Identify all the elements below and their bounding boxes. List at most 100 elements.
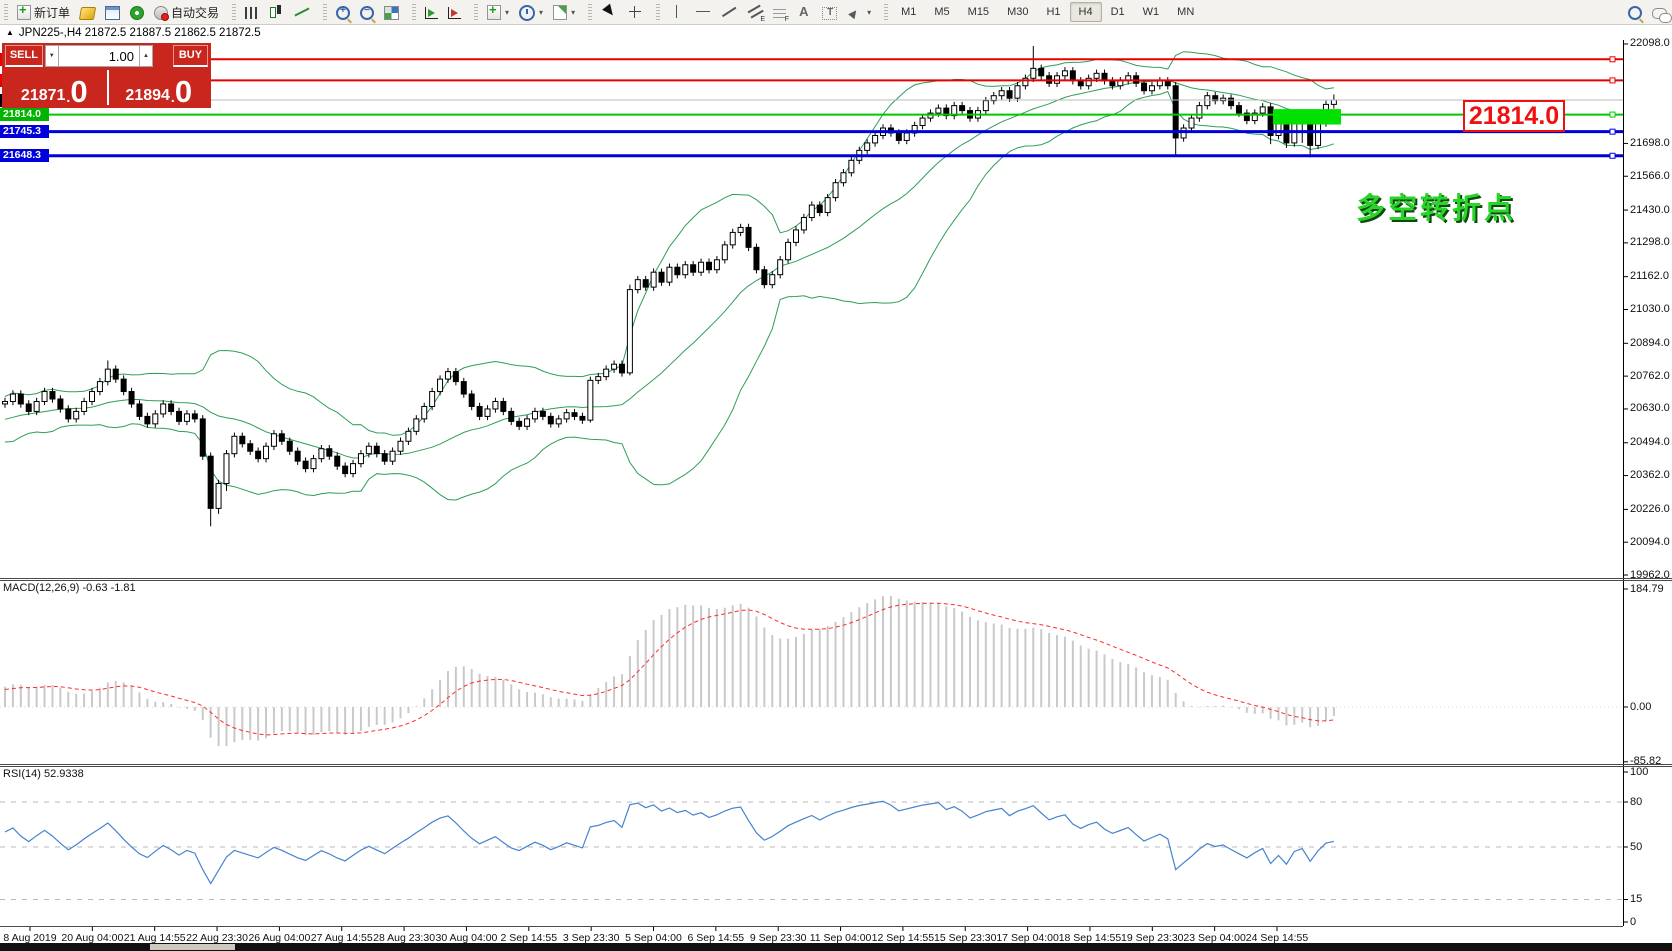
bollinger-upper-band xyxy=(4,51,1334,436)
date-tick-11-Sep-04-00: 11 Sep 04:00 xyxy=(809,932,872,944)
toolbar-group-handle[interactable] xyxy=(588,4,593,20)
line-chart-button[interactable] xyxy=(289,1,315,23)
turning-point-rectangle[interactable] xyxy=(1272,109,1341,125)
bar-chart-icon xyxy=(245,7,259,19)
clock-icon xyxy=(519,4,536,21)
volume-increase-button[interactable]: ▲ xyxy=(139,45,153,67)
toolbar-group-handle[interactable] xyxy=(656,4,661,20)
search-button[interactable] xyxy=(1623,2,1647,23)
date-tick-19-Sep-23-30: 19 Sep 23:30 xyxy=(1121,932,1184,944)
toolbar-group-handle[interactable] xyxy=(4,4,8,20)
timeframe-d1[interactable]: D1 xyxy=(1110,6,1125,18)
price-tick-20226.0: 20226.0 xyxy=(1630,502,1670,515)
volume-input[interactable]: 1.00 xyxy=(58,45,140,67)
vline-icon xyxy=(669,4,685,20)
text-button[interactable] xyxy=(791,1,817,23)
sell-button[interactable]: SELL xyxy=(5,45,43,67)
new-order-button-label: 新订单 xyxy=(34,5,71,20)
vertical-line-button[interactable] xyxy=(664,1,690,23)
gold-book-icon xyxy=(78,6,97,20)
tile-windows-button[interactable] xyxy=(379,2,404,23)
timeframe-m5[interactable]: M5 xyxy=(934,6,950,18)
bar-chart-button[interactable] xyxy=(240,2,263,22)
macd-tick-184.79: 184.79 xyxy=(1630,582,1664,595)
axis-b-icon xyxy=(448,7,462,19)
trendline-button[interactable] xyxy=(716,1,742,23)
toolbar-group-handle[interactable] xyxy=(474,4,479,20)
new-order-button[interactable]: 新订单 xyxy=(12,1,75,24)
chevron-down-icon[interactable]: ▾ xyxy=(867,7,872,17)
templates-button[interactable]: ▾ xyxy=(548,2,580,23)
timeframe-mn[interactable]: MN xyxy=(1177,6,1195,18)
timeframe-m30[interactable]: M30 xyxy=(1007,6,1029,18)
toolbar-group-pointer xyxy=(584,0,652,24)
date-tick-6-Sep-14-55: 6 Sep 14:55 xyxy=(687,932,745,944)
line-anchor-marker xyxy=(1609,56,1616,63)
volume-decrease-button[interactable]: ▼ xyxy=(44,45,59,67)
toolbar-group-handle[interactable] xyxy=(323,4,328,20)
rsi-indicator-label: RSI(14) 52.9338 xyxy=(3,768,84,780)
chat-button[interactable] xyxy=(1647,2,1672,23)
trendline-icon xyxy=(721,4,737,20)
crosshair-icon xyxy=(627,4,643,20)
market-watch-button[interactable] xyxy=(100,2,125,23)
price-level-annotation-box[interactable]: 21814.0 xyxy=(1463,100,1565,132)
toolbar-group-objects: ▾ xyxy=(652,0,880,24)
price-tick-20762.0: 20762.0 xyxy=(1630,369,1670,382)
chart-shift-button[interactable] xyxy=(443,2,466,22)
chevron-down-icon[interactable]: ▾ xyxy=(539,7,544,17)
cursor-button[interactable] xyxy=(596,1,622,23)
channel-icon xyxy=(747,4,765,23)
price-tick-20894.0: 20894.0 xyxy=(1630,336,1670,349)
horizontal-scrollbar[interactable] xyxy=(0,943,1672,951)
autotrading-button[interactable]: 自动交易 xyxy=(149,1,224,24)
collapse-trade-panel-arrow[interactable]: ▲ xyxy=(6,28,14,37)
toolbar-group-handle[interactable] xyxy=(412,4,417,20)
timeframe-m15[interactable]: M15 xyxy=(967,6,990,18)
hline-icon xyxy=(695,4,711,20)
signals-button[interactable] xyxy=(125,2,149,23)
timeframe-m1[interactable]: M1 xyxy=(901,6,917,18)
signal-icon xyxy=(130,5,145,20)
profiles-button[interactable] xyxy=(75,2,100,23)
toolbar-group-trade: 新订单 自动交易 xyxy=(0,0,228,24)
chevron-down-icon[interactable]: ▾ xyxy=(571,7,576,17)
sell-price-main: 21871 xyxy=(20,87,66,104)
text-icon xyxy=(796,4,812,20)
candlestick-chart-button[interactable] xyxy=(263,1,289,23)
periods-button[interactable]: ▾ xyxy=(514,1,548,24)
trade-panel-controls: SELL ▼ 1.00 ▲ BUY xyxy=(5,45,208,67)
timeframe-h1[interactable]: H1 xyxy=(1046,6,1061,18)
trade-panel-prices: 21871 . 0 21894 . 0 xyxy=(2,67,211,108)
toolbar-group-handle[interactable] xyxy=(884,4,889,20)
zoom-out-button[interactable] xyxy=(355,2,379,23)
date-tick-30-Aug-04-00: 30 Aug 04:00 xyxy=(435,932,498,944)
scrollbar-thumb[interactable] xyxy=(150,944,235,950)
buy-button[interactable]: BUY xyxy=(172,45,208,67)
label-button[interactable] xyxy=(817,2,842,23)
indicators-button[interactable]: ▾ xyxy=(482,2,514,23)
channel-button[interactable] xyxy=(742,1,768,23)
fibonacci-button[interactable] xyxy=(768,3,791,23)
sell-price[interactable]: 21871 . 0 xyxy=(2,67,107,108)
macd-indicator-label: MACD(12,26,9) -0.63 -1.81 xyxy=(3,582,136,594)
zoom-in-button[interactable] xyxy=(331,2,355,23)
price-tick-21566.0: 21566.0 xyxy=(1630,169,1670,182)
auto-arrange-button[interactable] xyxy=(420,2,443,22)
chevron-down-icon[interactable]: ▾ xyxy=(505,7,510,17)
turning-point-annotation[interactable]: 多空转折点 xyxy=(1356,193,1517,225)
price-tick-21698.0: 21698.0 xyxy=(1630,136,1670,149)
arrows-button[interactable]: ▾ xyxy=(842,1,876,23)
timeframe-h4[interactable]: H4 xyxy=(1069,2,1102,22)
crosshair-button[interactable] xyxy=(622,1,648,23)
toolbar-group-handle[interactable] xyxy=(232,4,237,20)
date-tick-9-Sep-23-30: 9 Sep 23:30 xyxy=(749,932,807,944)
search-icon xyxy=(1628,5,1642,20)
rsi-tick-0: 0 xyxy=(1630,915,1637,928)
timeframe-w1[interactable]: W1 xyxy=(1142,6,1160,18)
horizontal-line-button[interactable] xyxy=(690,1,716,23)
date-tick-2-Sep-14-55: 2 Sep 14:55 xyxy=(500,932,558,944)
buy-price[interactable]: 21894 . 0 xyxy=(107,67,212,108)
price-tick-21298.0: 21298.0 xyxy=(1630,236,1670,249)
